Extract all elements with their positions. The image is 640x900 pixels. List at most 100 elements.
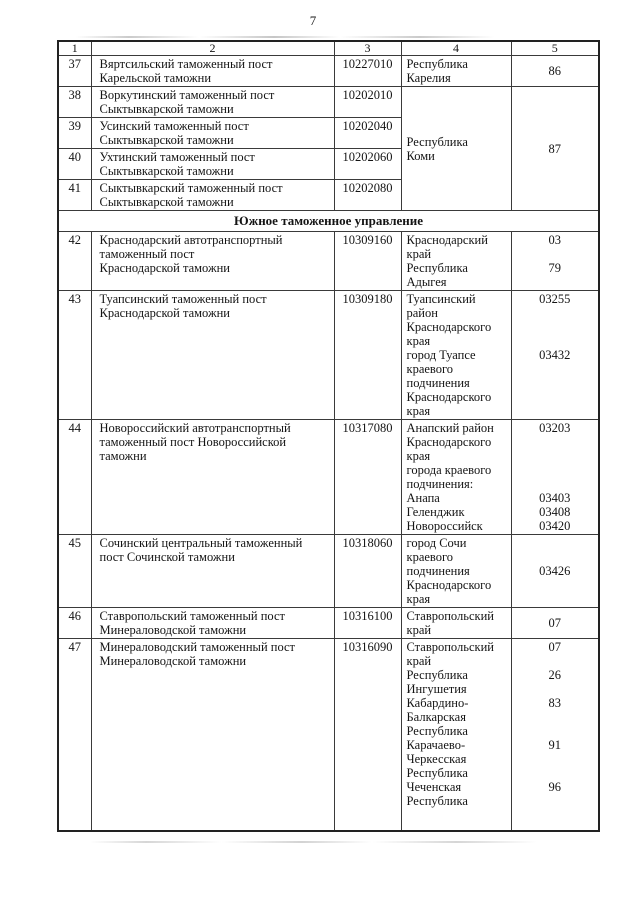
post-name-line: Краснодарской таможни: [99, 306, 231, 320]
region-cell: Ставропольский край: [400, 607, 512, 639]
post-code-cell: 10317080: [333, 419, 402, 535]
row-number-cell: 45: [57, 534, 92, 608]
region-code-line: [515, 592, 596, 606]
region-line: Коми: [406, 148, 435, 163]
column-header: 1: [57, 40, 92, 56]
post-name-line: пост Сочинской таможни: [99, 550, 235, 564]
region-code-line: [515, 404, 596, 418]
post-code-cell: 10202080: [333, 179, 402, 211]
post-name-line: Сыктывкарской таможни: [99, 102, 234, 116]
region-line: подчинения:: [406, 477, 474, 491]
row-number-cell: 41: [57, 179, 92, 211]
region-code-line: 03: [548, 233, 562, 247]
post-name-line: Новороссийский автотранспортный: [99, 421, 291, 435]
region-code-line: 96: [548, 780, 562, 794]
region-code-line: 26: [548, 668, 562, 682]
region-code-line: [515, 435, 596, 449]
region-code-line: [515, 362, 596, 376]
post-name-line: Сочинский центральный таможенный: [99, 536, 303, 550]
post-name-cell: Краснодарский автотранспортный таможенный…: [90, 231, 335, 291]
region-code-line: 03426: [539, 564, 571, 578]
region-code-cell: 03203 03403 03408 03420: [510, 419, 600, 535]
region-code-line: [515, 682, 596, 696]
column-header: 2: [90, 40, 335, 56]
post-name-line: Карельской таможни: [99, 71, 212, 85]
region-code-cell: 86: [510, 55, 600, 87]
region-line: Республика: [406, 261, 468, 275]
region-code-line: [515, 536, 596, 550]
post-code-cell: 10309160: [333, 231, 402, 291]
region-code-line: [515, 390, 596, 404]
table-row: 42 Краснодарский автотранспортный таможенн…: [57, 231, 600, 291]
region-code-line: [515, 752, 596, 766]
post-name-line: Минераловодской таможни: [99, 623, 247, 637]
region-code-line: [515, 306, 596, 320]
region-line: краевого: [406, 550, 454, 564]
region-cell: Ставропольский край Республика Ингушетия Каб…: [400, 638, 512, 832]
region-code-line: 07: [548, 616, 562, 630]
row-number-cell: 40: [57, 148, 92, 180]
region-line: Ставропольский: [406, 640, 494, 654]
region-code-line: 87: [548, 141, 562, 156]
post-code-cell: 10316100: [333, 607, 402, 639]
column-header: 3: [333, 40, 402, 56]
region-code-cell: 03426: [510, 534, 600, 608]
region-code-line: 03255: [539, 292, 571, 306]
region-code-line: 86: [548, 64, 562, 78]
post-name-cell: Ухтинский таможенный пост Сыктывкарской т…: [90, 148, 335, 180]
region-line: Республика: [406, 724, 468, 738]
region-line: край: [406, 654, 432, 668]
row-number-cell: 44: [57, 419, 92, 535]
section-header: Южное таможенное управление: [57, 210, 600, 232]
row-number-cell: 37: [57, 55, 92, 87]
region-line: края: [406, 592, 431, 606]
region-line: Туапсинский: [406, 292, 476, 306]
region-line: Адыгея: [406, 275, 447, 289]
region-cell: Краснодарский край Республика Адыгея: [400, 231, 512, 291]
post-name-cell: Туапсинский таможенный пост Краснодарской…: [90, 290, 335, 420]
region-code-line: 03432: [539, 348, 571, 362]
post-name-line: Усинский таможенный пост: [99, 119, 249, 133]
section-row: Южное таможенное управление: [57, 210, 600, 232]
post-name-cell: Минераловодский таможенный пост Минералов…: [90, 638, 335, 832]
post-name-cell: Сыктывкарский таможенный пост Сыктывкарск…: [90, 179, 335, 211]
post-name-line: Сыктывкарский таможенный пост: [99, 181, 283, 195]
post-name-line: Минераловодский таможенный пост: [99, 640, 296, 654]
region-code-line: 83: [548, 696, 562, 710]
region-line: город Туапсе: [406, 348, 476, 362]
region-line: Краснодарский: [406, 233, 488, 247]
post-code-cell: 10316090: [333, 638, 402, 832]
post-name-line: Ставропольский таможенный пост: [99, 609, 285, 623]
post-name-cell: Сочинский центральный таможенный пост Соч…: [90, 534, 335, 608]
region-code-line: 03403: [539, 491, 571, 505]
post-name-cell: Новороссийский автотранспортный таможенны…: [90, 419, 335, 535]
column-header: 4: [400, 40, 512, 56]
region-code-line: [515, 710, 596, 724]
region-code-line: 03408: [539, 505, 571, 519]
post-name-line: Вяртсильский таможенный пост: [99, 57, 273, 71]
region-line: Краснодарского: [406, 578, 492, 592]
region-code-cell: 87: [510, 86, 600, 211]
table-body: 37 Вяртсильский таможенный пост Карельской…: [57, 55, 600, 832]
post-code-cell: 10309180: [333, 290, 402, 420]
post-name-line: Воркутинский таможенный пост: [99, 88, 275, 102]
region-line: Геленджик: [406, 505, 465, 519]
region-line: Черкесская: [406, 752, 467, 766]
region-code-line: 03420: [539, 519, 571, 533]
post-code-cell: 10202010: [333, 86, 402, 118]
region-code-line: [515, 320, 596, 334]
row-number-cell: 39: [57, 117, 92, 149]
post-name-cell: Вяртсильский таможенный пост Карельской т…: [90, 55, 335, 87]
region-line: города краевого: [406, 463, 492, 477]
region-code-line: [515, 654, 596, 668]
post-code-cell: 10318060: [333, 534, 402, 608]
post-name-cell: Ставропольский таможенный пост Минералово…: [90, 607, 335, 639]
region-code-line: 07: [548, 640, 562, 654]
region-line: Республика: [406, 134, 468, 149]
region-cell: Туапсинский район Краснодарского края город …: [400, 290, 512, 420]
region-cell: Республика Коми: [400, 86, 512, 211]
region-line: край: [406, 247, 432, 261]
region-line: Балкарская: [406, 710, 467, 724]
